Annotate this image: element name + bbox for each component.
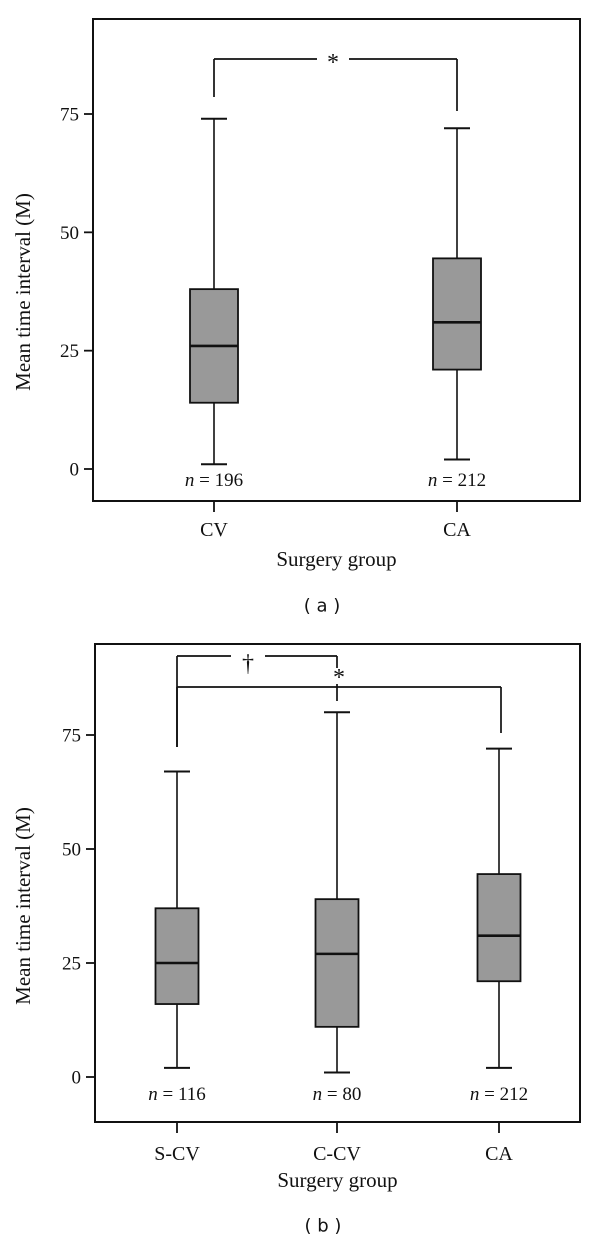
panel-a-y-tick-label-75: 75 [60, 105, 79, 126]
panel-b-significance-bracket-S-CV-CA-label: * [333, 665, 345, 691]
panel-b-group-label-CA: CA [485, 1143, 513, 1165]
panel-b-box-C-CV [314, 898, 360, 1028]
panel-a-y-tick-label-50: 50 [60, 223, 79, 244]
panel-a-sample-size-label-CV: n = 196 [185, 470, 243, 491]
panel-b-y-tick-label-0: 0 [72, 1068, 82, 1089]
panel-b-box-CA [476, 873, 522, 983]
panel-a-significance-bracket-CV-CA-label: * [327, 50, 339, 76]
panel-b-y-tick-label-25: 25 [62, 954, 81, 975]
panel-a-sample-size-label-CA: n = 212 [428, 470, 486, 491]
panel-b-x-axis-title: Surgery group [277, 1168, 397, 1192]
panel-b-group-label-S-CV: S-CV [154, 1143, 200, 1165]
panel-b-box-S-CV [154, 907, 200, 1005]
panel-b-y-axis-title: Mean time interval (M) [11, 807, 35, 1005]
panel-a-y-axis-title: Mean time interval (M) [11, 193, 35, 391]
panel-a-box-CA [432, 257, 482, 371]
panel-b-sample-size-label-C-CV: n = 80 [313, 1084, 362, 1105]
panel-a-y-tick-label-0: 0 [70, 460, 80, 481]
panel-b-sample-size-label-S-CV: n = 116 [148, 1084, 206, 1105]
panel-a-plot-border [92, 18, 581, 502]
panel-a-y-tick-label-25: 25 [60, 341, 79, 362]
panel-a-group-label-CA: CA [443, 519, 471, 541]
panel-a-x-axis-title: Surgery group [276, 547, 396, 571]
panel-b-y-tick-label-75: 75 [62, 726, 81, 747]
panel-b-group-label-C-CV: C-CV [313, 1143, 361, 1165]
panel-a-group-label-CV: CV [200, 519, 228, 541]
panel-b-sample-size-label-CA: n = 212 [470, 1084, 528, 1105]
panel-a-caption: ( a ) [303, 595, 341, 617]
panel-b-y-tick-label-50: 50 [62, 840, 81, 861]
panel-b-significance-bracket-S-CV-C-CV-label: † [242, 651, 254, 677]
panel-b-caption: ( b ) [304, 1215, 342, 1237]
